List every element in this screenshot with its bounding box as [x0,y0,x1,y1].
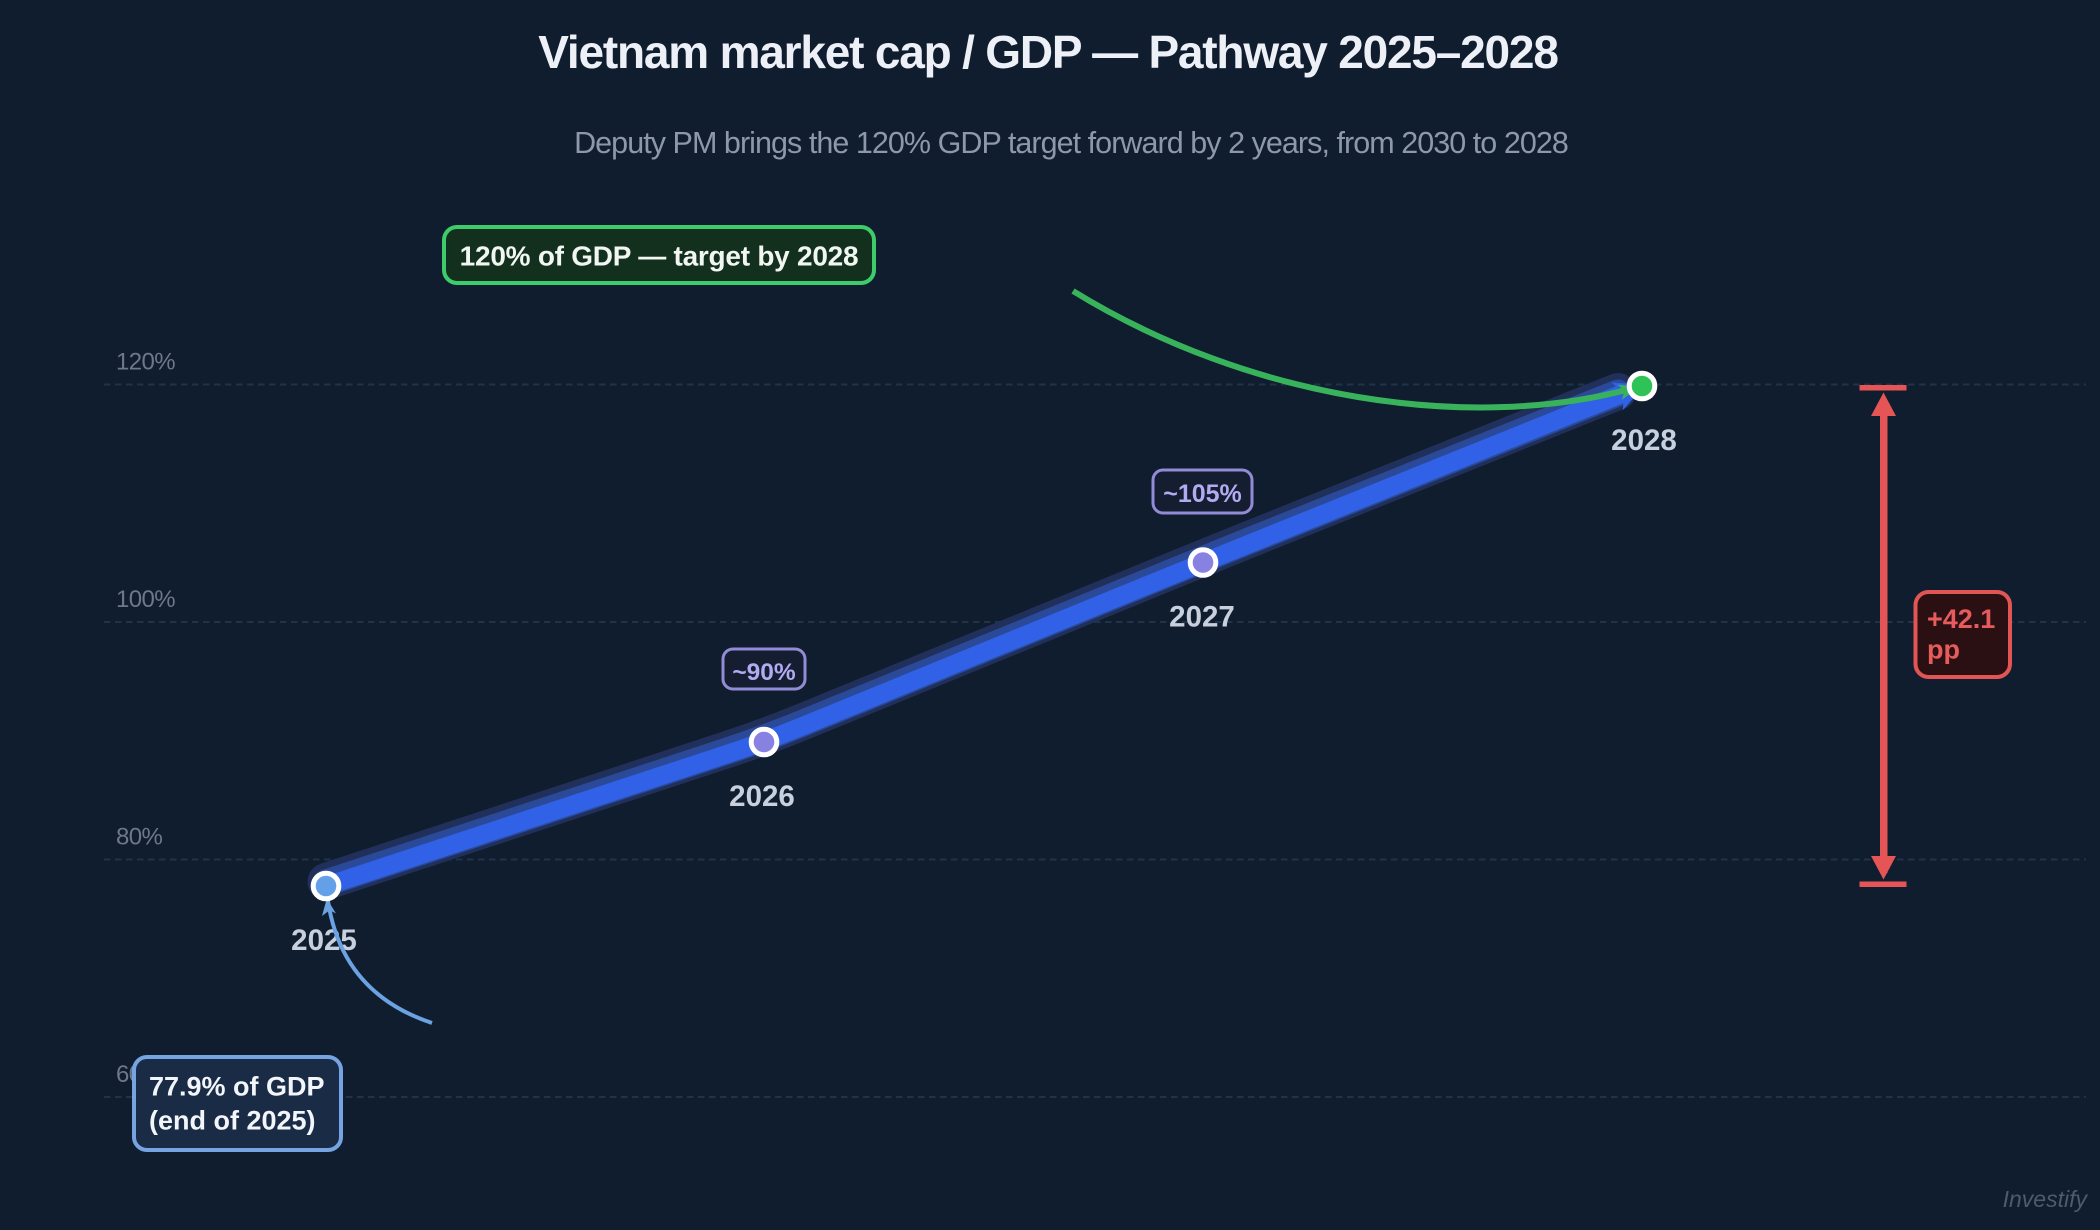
svg-text:~105%: ~105% [1163,480,1242,508]
svg-text:+42.1: +42.1 [1927,604,1995,634]
svg-text:77.9% of GDP: 77.9% of GDP [149,1072,325,1102]
svg-text:80%: 80% [116,824,162,851]
svg-text:2026: 2026 [729,780,795,813]
svg-text:(end of 2025): (end of 2025) [149,1106,316,1136]
svg-text:Deputy PM brings the 120% GDP: Deputy PM brings the 120% GDP target for… [574,126,1568,160]
svg-text:Investify: Investify [2003,1186,2089,1212]
svg-text:120%: 120% [116,349,175,376]
svg-text:100%: 100% [116,586,175,613]
svg-text:~90%: ~90% [732,659,796,686]
svg-text:120% of GDP — target by 2028: 120% of GDP — target by 2028 [460,241,859,272]
svg-text:2027: 2027 [1169,601,1235,634]
svg-text:2028: 2028 [1611,424,1677,457]
svg-text:pp: pp [1927,635,1960,665]
svg-text:Vietnam market cap / GDP — Pat: Vietnam market cap / GDP — Pathway 2025–… [538,26,1558,78]
svg-text:2025: 2025 [291,924,357,957]
